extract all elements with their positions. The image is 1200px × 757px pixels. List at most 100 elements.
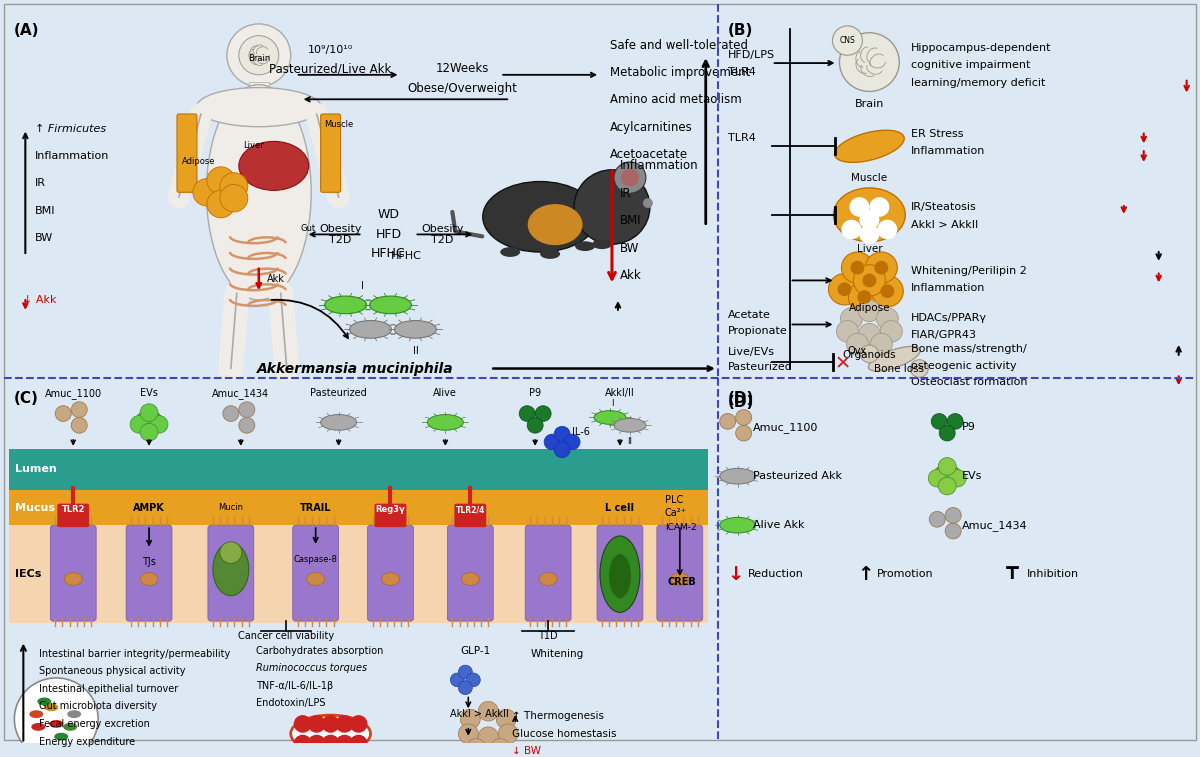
Circle shape bbox=[948, 469, 966, 487]
FancyBboxPatch shape bbox=[10, 525, 708, 623]
Text: Inflammation: Inflammation bbox=[911, 146, 985, 156]
Text: Ca²⁺: Ca²⁺ bbox=[665, 509, 686, 519]
Circle shape bbox=[140, 423, 158, 441]
Circle shape bbox=[836, 320, 858, 342]
FancyBboxPatch shape bbox=[374, 503, 407, 527]
Text: cognitive impairment: cognitive impairment bbox=[911, 60, 1031, 70]
Text: Safe and well-tolerated: Safe and well-tolerated bbox=[610, 39, 748, 51]
Ellipse shape bbox=[325, 296, 366, 313]
Circle shape bbox=[881, 320, 902, 342]
Ellipse shape bbox=[614, 419, 646, 432]
Text: IR/Steatosis: IR/Steatosis bbox=[911, 202, 977, 212]
Text: II: II bbox=[628, 437, 632, 446]
Circle shape bbox=[858, 323, 881, 345]
Text: I: I bbox=[611, 399, 613, 408]
Text: Mucin: Mucin bbox=[218, 503, 244, 512]
Ellipse shape bbox=[307, 572, 325, 585]
Text: AkkI > AkkII: AkkI > AkkII bbox=[450, 709, 509, 719]
Ellipse shape bbox=[539, 572, 557, 585]
Circle shape bbox=[938, 458, 956, 475]
FancyBboxPatch shape bbox=[367, 525, 414, 621]
Text: Liver: Liver bbox=[857, 245, 882, 254]
Text: Akk: Akk bbox=[620, 269, 642, 282]
Text: Muscle: Muscle bbox=[324, 120, 353, 129]
Circle shape bbox=[491, 739, 510, 757]
Text: BW: BW bbox=[620, 241, 640, 254]
Ellipse shape bbox=[834, 130, 905, 162]
Text: HFD/LPS: HFD/LPS bbox=[727, 50, 775, 61]
Circle shape bbox=[853, 265, 886, 296]
Circle shape bbox=[860, 345, 878, 363]
Circle shape bbox=[869, 198, 889, 217]
Text: ↓: ↓ bbox=[727, 565, 744, 584]
Text: CNS: CNS bbox=[840, 36, 856, 45]
Ellipse shape bbox=[720, 469, 756, 484]
Text: ✕: ✕ bbox=[834, 354, 851, 373]
Circle shape bbox=[239, 418, 254, 433]
Circle shape bbox=[527, 418, 544, 433]
FancyBboxPatch shape bbox=[176, 114, 197, 192]
Circle shape bbox=[14, 678, 98, 757]
Circle shape bbox=[875, 261, 888, 275]
Text: Pasteurized/Live Akk: Pasteurized/Live Akk bbox=[270, 62, 392, 75]
Circle shape bbox=[307, 715, 325, 733]
Text: Whitening: Whitening bbox=[530, 649, 583, 659]
FancyBboxPatch shape bbox=[126, 525, 172, 621]
Circle shape bbox=[461, 709, 480, 729]
Text: (B): (B) bbox=[727, 23, 754, 38]
Ellipse shape bbox=[600, 536, 640, 612]
Text: WD: WD bbox=[378, 208, 400, 221]
Text: HFD: HFD bbox=[376, 228, 402, 241]
Ellipse shape bbox=[49, 720, 64, 727]
Text: II: II bbox=[413, 346, 419, 356]
Text: Lumen: Lumen bbox=[16, 464, 58, 475]
Circle shape bbox=[130, 416, 148, 433]
Ellipse shape bbox=[239, 142, 308, 190]
Text: ICAM-2: ICAM-2 bbox=[665, 522, 696, 531]
Text: osteogenic activity: osteogenic activity bbox=[911, 360, 1016, 371]
Text: T: T bbox=[1007, 567, 1018, 581]
Circle shape bbox=[871, 276, 904, 307]
Text: Bone loss: Bone loss bbox=[875, 363, 924, 373]
Ellipse shape bbox=[611, 572, 629, 585]
Ellipse shape bbox=[140, 572, 158, 585]
Ellipse shape bbox=[934, 465, 961, 488]
Ellipse shape bbox=[608, 554, 631, 598]
Text: 12Weeks: 12Weeks bbox=[436, 62, 490, 75]
Circle shape bbox=[931, 413, 947, 429]
Circle shape bbox=[497, 709, 516, 729]
Text: BMI: BMI bbox=[35, 206, 56, 216]
Ellipse shape bbox=[31, 723, 46, 731]
Ellipse shape bbox=[482, 182, 598, 252]
Circle shape bbox=[227, 24, 290, 86]
Ellipse shape bbox=[720, 517, 756, 533]
Text: TLR4: TLR4 bbox=[727, 67, 756, 77]
Circle shape bbox=[220, 185, 248, 212]
Text: learning/memory deficit: learning/memory deficit bbox=[911, 78, 1045, 88]
Text: Intestinal barrier integrity/permeability: Intestinal barrier integrity/permeabilit… bbox=[40, 649, 230, 659]
Ellipse shape bbox=[197, 88, 322, 126]
Text: EVs: EVs bbox=[962, 471, 983, 481]
Circle shape bbox=[848, 282, 881, 313]
Ellipse shape bbox=[320, 415, 356, 430]
Text: I: I bbox=[361, 281, 364, 291]
FancyBboxPatch shape bbox=[448, 525, 493, 621]
FancyBboxPatch shape bbox=[10, 449, 708, 490]
Text: Ovx: Ovx bbox=[848, 346, 866, 356]
Circle shape bbox=[720, 413, 736, 429]
Ellipse shape bbox=[54, 733, 68, 740]
Circle shape bbox=[877, 220, 898, 239]
Text: Ruminococcus torques: Ruminococcus torques bbox=[256, 663, 367, 673]
Text: Promotion: Promotion bbox=[877, 569, 934, 579]
Text: Liver: Liver bbox=[244, 142, 264, 150]
Circle shape bbox=[206, 190, 235, 218]
Ellipse shape bbox=[395, 320, 437, 338]
Circle shape bbox=[859, 225, 880, 245]
Circle shape bbox=[479, 727, 498, 746]
Ellipse shape bbox=[222, 572, 240, 585]
Text: Inhibition: Inhibition bbox=[1027, 569, 1079, 579]
Text: FIAR/GPR43: FIAR/GPR43 bbox=[911, 330, 977, 341]
Ellipse shape bbox=[349, 320, 391, 338]
Ellipse shape bbox=[671, 572, 689, 585]
FancyBboxPatch shape bbox=[10, 490, 708, 525]
